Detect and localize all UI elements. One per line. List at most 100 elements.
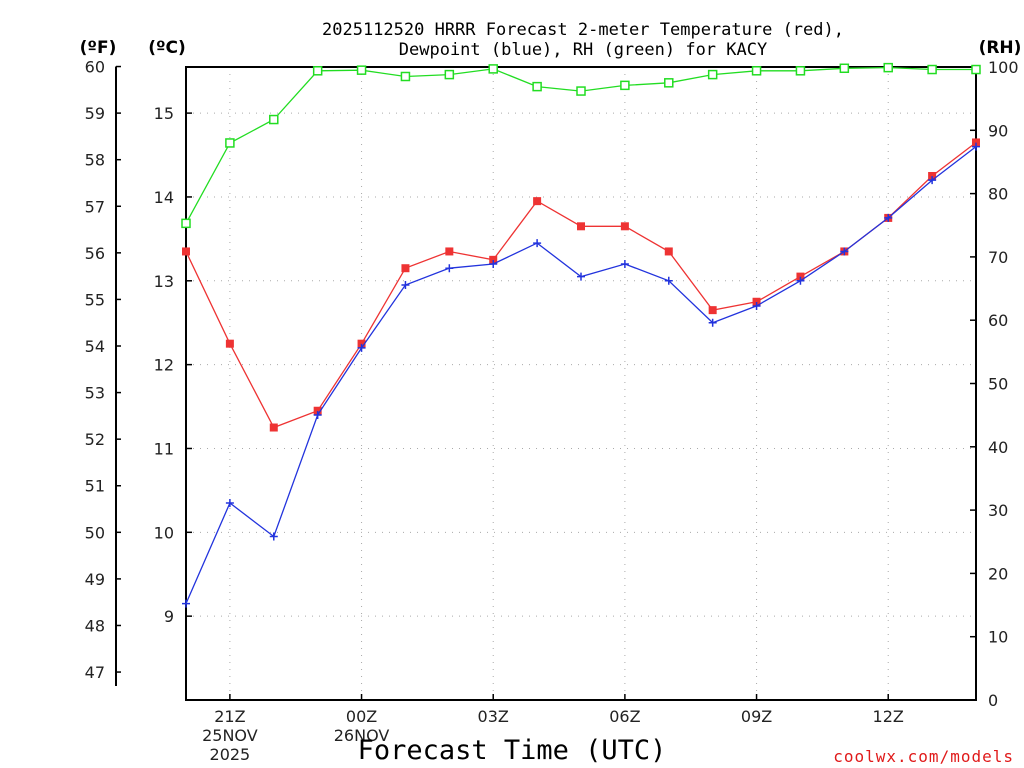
- temperature-point: [225, 339, 234, 348]
- dewpoint-point: [533, 239, 542, 248]
- fahrenheit-tick-label: 54: [85, 337, 105, 356]
- celsius-tick-label: 9: [164, 607, 174, 626]
- rh-point: [927, 64, 937, 75]
- dewpoint-point: [445, 264, 454, 273]
- dewpoint-point: [489, 260, 498, 269]
- fahrenheit-tick-label: 47: [85, 663, 105, 682]
- fahrenheit-tick-label: 51: [85, 477, 105, 496]
- temperature-point: [182, 247, 190, 256]
- dewpoint-point: [752, 301, 761, 310]
- celsius-unit-label: (ºC): [148, 38, 186, 58]
- dewpoint-point: [225, 498, 234, 507]
- fahrenheit-tick-label: 48: [85, 616, 105, 635]
- rh-axis: 0 10 20 30 40 50 60 70 80 90 100: [970, 58, 1019, 710]
- rh-tick-label: 20: [988, 564, 1008, 583]
- rh-series: [181, 62, 981, 229]
- rh-point: [181, 218, 191, 229]
- dewpoint-series: [182, 142, 980, 608]
- dewpoint-point: [401, 280, 410, 289]
- temperature-point: [269, 423, 278, 432]
- temperature-point: [796, 272, 805, 281]
- temperature-point: [664, 247, 673, 256]
- dewpoint-line: [185, 146, 977, 604]
- celsius-tick-label: 13: [154, 272, 174, 291]
- temperature-point: [752, 297, 761, 306]
- rh-point: [795, 66, 806, 76]
- time-tick-label: 00Z: [346, 707, 377, 726]
- fahrenheit-tick-label: 55: [85, 290, 105, 309]
- fahrenheit-tick-label: 56: [85, 244, 105, 263]
- celsius-tick-label: 12: [154, 356, 174, 375]
- time-tick-label: 12Z: [873, 707, 904, 726]
- celsius-tick-label: 11: [154, 439, 174, 458]
- dewpoint-point: [269, 532, 278, 541]
- dewpoint-point: [664, 276, 673, 285]
- temperature-point: [577, 222, 585, 231]
- rh-point: [971, 64, 981, 75]
- rh-point: [444, 69, 455, 80]
- time-tick-label: 21Z: [214, 707, 245, 726]
- rh-point: [400, 71, 411, 82]
- rh-point: [576, 86, 586, 96]
- rh-point: [707, 69, 718, 80]
- rh-tick-label: 0: [988, 691, 998, 710]
- chart-title-line1: 2025112520 HRRR Forecast 2-meter Tempera…: [322, 20, 844, 40]
- fahrenheit-tick-label: 53: [85, 384, 105, 403]
- rh-point: [269, 114, 279, 125]
- dewpoint-point: [182, 599, 190, 608]
- temperature-line: [185, 141, 977, 429]
- rh-point: [883, 62, 893, 73]
- rh-point: [839, 63, 850, 74]
- time-tick-date: 25NOV: [202, 726, 258, 745]
- chart-title-line2: Dewpoint (blue), RH (green) for KACY: [399, 40, 767, 60]
- rh-point: [312, 66, 323, 76]
- fahrenheit-tick-label: 59: [85, 104, 105, 123]
- rh-tick-label: 10: [988, 628, 1008, 647]
- rh-tick-label: 40: [988, 438, 1008, 457]
- rh-point: [620, 80, 630, 91]
- plot-frame: [185, 66, 977, 701]
- dewpoint-point: [313, 410, 322, 419]
- time-tick-date: 26NOV: [334, 726, 390, 745]
- rh-tick-label: 30: [988, 501, 1008, 520]
- time-tick-label: 03Z: [478, 707, 509, 726]
- temperature-point: [972, 138, 980, 147]
- fahrenheit-tick-label: 52: [85, 430, 105, 449]
- temperature-point: [489, 255, 498, 264]
- dewpoint-point: [840, 247, 849, 256]
- celsius-tick-label: 15: [154, 104, 174, 123]
- fahrenheit-tick-label: 58: [85, 151, 105, 170]
- temperature-point: [401, 264, 410, 273]
- time-tick-year: 2025: [210, 745, 251, 764]
- temperature-point: [620, 222, 629, 231]
- rh-point: [225, 138, 235, 148]
- temperature-point: [357, 339, 366, 348]
- temperature-point: [708, 306, 717, 315]
- dewpoint-point: [577, 272, 585, 281]
- dewpoint-point: [357, 343, 366, 352]
- temperature-point: [313, 406, 322, 415]
- x-axis-label: Forecast Time (UTC): [358, 735, 667, 766]
- temperature-series: [182, 138, 980, 432]
- rh-point: [356, 65, 367, 75]
- rh-tick-label: 80: [988, 185, 1008, 204]
- dewpoint-point: [796, 276, 805, 285]
- rh-tick-label: 50: [988, 375, 1008, 394]
- dewpoint-point: [884, 213, 893, 222]
- credit-text: coolwx.com/models: [833, 747, 1014, 766]
- celsius-axis: 9 10 11 12 13 14 15: [154, 104, 192, 626]
- rh-point: [488, 64, 498, 74]
- fahrenheit-unit-label: (ºF): [80, 38, 117, 58]
- rh-tick-label: 60: [988, 311, 1008, 330]
- fahrenheit-tick-label: 49: [85, 570, 105, 589]
- fahrenheit-tick-label: 57: [85, 197, 105, 216]
- time-tick-label: 09Z: [741, 707, 772, 726]
- rh-tick-label: 90: [988, 121, 1008, 140]
- temperature-point: [445, 247, 454, 256]
- dewpoint-point: [928, 176, 937, 185]
- dewpoint-point: [972, 142, 980, 151]
- rh-tick-label: 100: [988, 58, 1019, 77]
- celsius-tick-label: 14: [154, 188, 174, 207]
- rh-point: [664, 78, 674, 88]
